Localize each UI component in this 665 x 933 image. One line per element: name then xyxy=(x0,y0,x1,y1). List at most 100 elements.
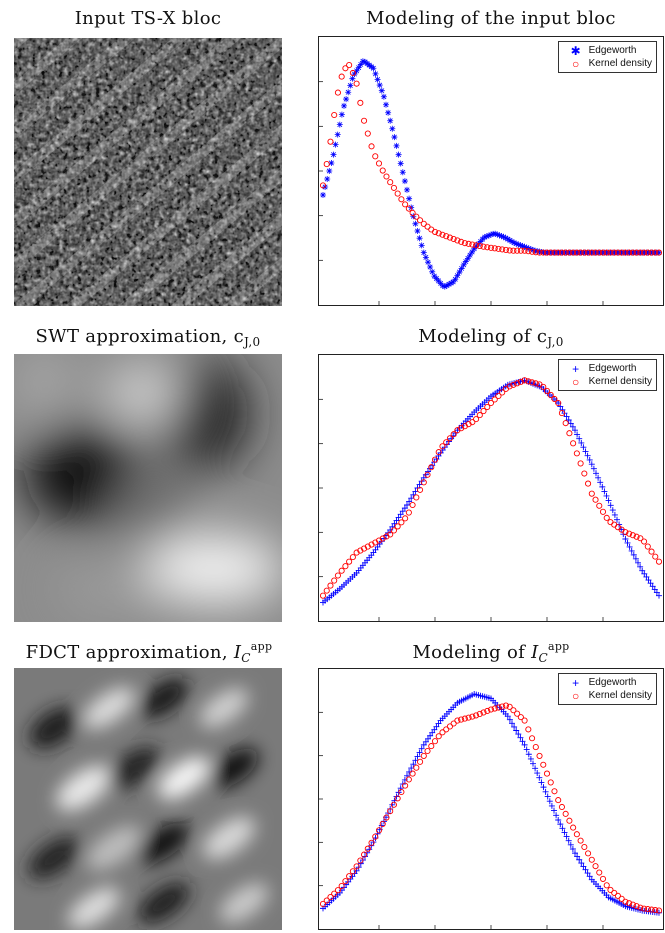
edgeworth-point xyxy=(410,761,417,768)
edgeworth-point xyxy=(523,746,530,753)
chart-svg-fdct xyxy=(319,691,663,929)
kernel-density-point xyxy=(413,213,420,220)
edgeworth-point xyxy=(635,559,641,566)
edgeworth-point xyxy=(347,82,354,89)
edgeworth-point xyxy=(408,495,415,502)
edgeworth-point xyxy=(653,589,660,596)
edgeworth-point xyxy=(588,461,595,468)
edgeworth-point xyxy=(515,241,522,248)
kernel-density-point xyxy=(521,717,528,724)
edgeworth-point xyxy=(521,741,528,748)
kernel-density-point xyxy=(443,233,450,240)
input-bloc-image xyxy=(14,38,282,306)
edgeworth-point xyxy=(326,168,333,174)
edgeworth-point xyxy=(502,234,509,241)
kernel-density-point xyxy=(409,770,416,777)
kernel-density-point xyxy=(417,486,424,493)
kernel-density-point xyxy=(495,704,502,711)
input-bloc-title: Input TS-X bloc xyxy=(74,8,222,29)
circle-marker-icon: ○ xyxy=(572,56,580,71)
edgeworth-point xyxy=(439,282,446,289)
edgeworth-point xyxy=(452,276,459,283)
edgeworth-point xyxy=(385,109,392,116)
kernel-density-point xyxy=(558,249,565,256)
edgeworth-point xyxy=(383,101,389,108)
kernel-density-point xyxy=(547,779,554,786)
edgeworth-point xyxy=(370,65,377,72)
edgeworth-point xyxy=(534,770,541,777)
legend-item-kernel: ○ Kernel density xyxy=(563,689,652,702)
kernel-density-point xyxy=(338,882,345,890)
chart-title-fdct-modeling: Modeling of ICapp xyxy=(412,640,570,665)
kernel-density-point xyxy=(652,907,659,914)
edgeworth-point xyxy=(645,577,652,584)
kernel-density-point xyxy=(648,906,655,913)
edgeworth-point xyxy=(427,264,434,270)
kernel-density-point xyxy=(540,249,547,256)
chart-legend: + Edgeworth ○ Kernel density xyxy=(557,359,657,391)
edgeworth-point xyxy=(494,231,501,238)
fdct-approx-image xyxy=(14,668,282,930)
edgeworth-point xyxy=(488,231,494,238)
kernel-density-point xyxy=(487,706,495,713)
kernel-density-point xyxy=(353,80,360,87)
kernel-density-point xyxy=(655,558,663,565)
kernel-density-point xyxy=(409,209,416,216)
edgeworth-point xyxy=(406,498,413,505)
edgeworth-point xyxy=(485,232,492,239)
kernel-density-point xyxy=(558,410,565,417)
kernel-density-point xyxy=(525,248,532,255)
kernel-density-point xyxy=(327,138,334,145)
kernel-density-point xyxy=(588,490,595,497)
kernel-density-point xyxy=(547,249,554,256)
edgeworth-point xyxy=(553,812,560,819)
edgeworth-point xyxy=(370,839,377,846)
chart-panel-input: ✱ Edgeworth ○ Kernel density xyxy=(318,36,664,306)
edgeworth-point xyxy=(406,768,413,775)
edgeworth-point xyxy=(511,239,518,246)
kernel-density-point xyxy=(443,439,450,446)
kernel-density-point xyxy=(487,244,495,251)
edgeworth-point xyxy=(513,727,520,734)
kernel-density-point xyxy=(607,249,614,256)
kernel-density-point xyxy=(349,69,356,77)
edgeworth-point xyxy=(374,76,381,83)
kernel-density-point xyxy=(361,851,368,858)
edgeworth-point xyxy=(530,760,536,767)
kernel-density-point xyxy=(555,249,562,256)
edgeworth-point xyxy=(584,452,591,459)
kernel-density-point xyxy=(450,235,457,243)
edgeworth-point xyxy=(559,406,566,413)
kernel-density-point xyxy=(637,535,644,542)
edgeworth-point xyxy=(523,244,530,251)
kernel-density-point xyxy=(454,237,461,244)
kernel-density-point xyxy=(532,744,539,751)
kernel-density-point xyxy=(454,717,461,724)
kernel-density-point xyxy=(465,240,472,247)
kernel-density-point xyxy=(655,249,663,256)
edgeworth-point xyxy=(506,716,513,723)
kernel-density-point xyxy=(484,403,491,411)
kernel-density-point xyxy=(435,230,442,237)
edgeworth-point xyxy=(414,228,421,234)
edgeworth-point xyxy=(599,483,606,490)
kernel-density-point xyxy=(570,440,577,447)
edgeworth-point xyxy=(328,160,335,166)
kernel-density-point xyxy=(469,241,476,248)
kernel-density-point xyxy=(581,249,588,256)
kernel-density-point xyxy=(368,143,375,150)
edgeworth-point xyxy=(353,67,360,74)
edgeworth-point xyxy=(391,134,398,141)
kernel-density-point xyxy=(428,743,435,750)
kernel-density-point xyxy=(364,130,371,137)
edgeworth-point xyxy=(378,822,385,829)
edgeworth-point xyxy=(517,242,524,249)
kernel-density-point xyxy=(394,523,401,530)
kernel-density-point xyxy=(338,567,345,574)
kernel-density-point xyxy=(473,712,480,719)
edgeworth-point xyxy=(357,61,364,68)
edgeworth-point xyxy=(639,567,646,574)
kernel-density-point xyxy=(394,190,401,197)
edgeworth-point xyxy=(574,431,581,438)
circle-marker-icon: ○ xyxy=(572,688,580,703)
